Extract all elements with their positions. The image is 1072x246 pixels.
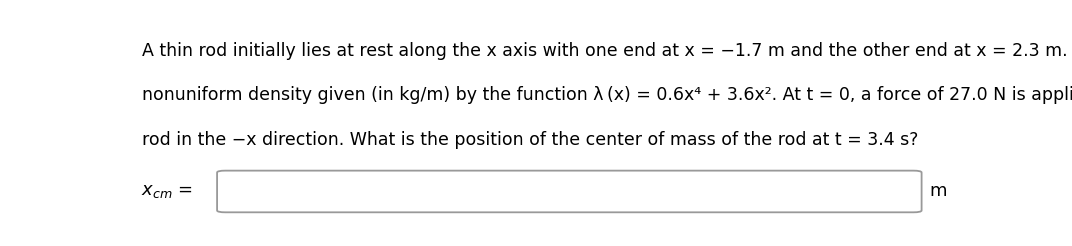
Text: nonuniform density given (in kg/m) by the function λ (x) = 0.6x⁴ + 3.6x². At t =: nonuniform density given (in kg/m) by th… [143, 86, 1072, 104]
FancyBboxPatch shape [217, 171, 922, 212]
Text: A thin rod initially lies at rest along the x axis with one end at x = −1.7 m an: A thin rod initially lies at rest along … [143, 42, 1072, 60]
Text: $x_{cm}$ =: $x_{cm}$ = [140, 182, 192, 200]
Text: rod in the −x direction. What is the position of the center of mass of the rod a: rod in the −x direction. What is the pos… [143, 131, 919, 149]
Text: m: m [929, 182, 947, 200]
